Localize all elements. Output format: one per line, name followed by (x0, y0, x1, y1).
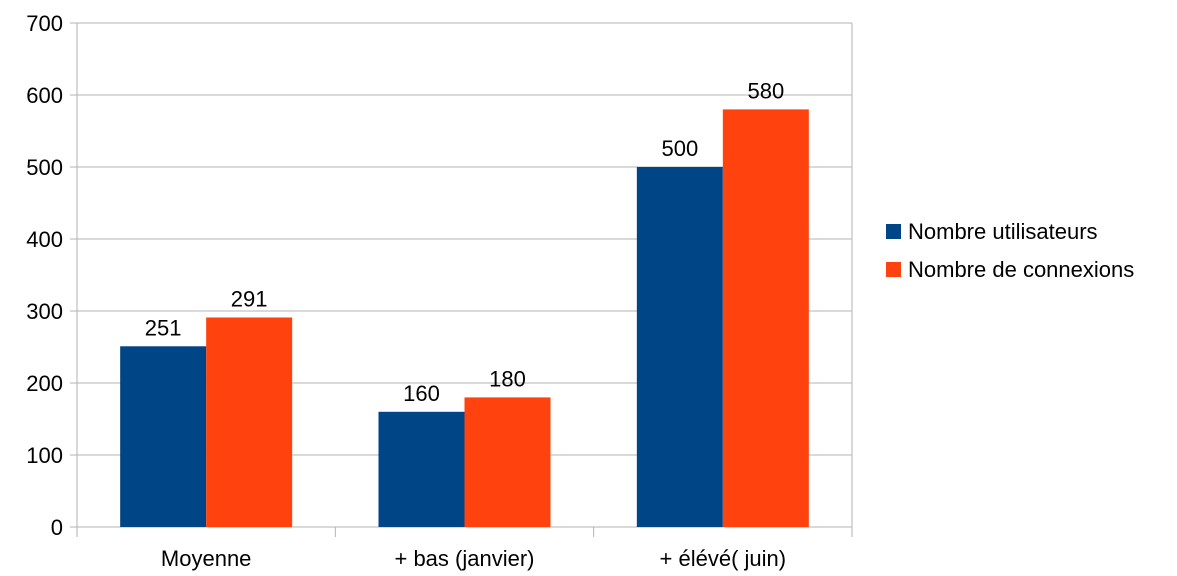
data-label: 291 (231, 286, 268, 311)
y-tick-label: 600 (26, 83, 63, 108)
data-label: 580 (747, 78, 784, 103)
bar-connections (206, 317, 293, 527)
bars (120, 109, 809, 528)
data-label: 500 (661, 136, 698, 161)
y-tick-label: 400 (26, 227, 63, 252)
data-labels: 251 291 160 180 500 580 (145, 78, 784, 405)
legend-label: Nombre utilisateurs (908, 219, 1098, 244)
y-tick-label: 500 (26, 155, 63, 180)
y-tick-label: 0 (51, 515, 63, 540)
legend: Nombre utilisateurs Nombre de connexions (886, 219, 1134, 282)
y-tick-label: 100 (26, 443, 63, 468)
bar-users (120, 346, 207, 527)
x-category-label: + bas (janvier) (394, 546, 534, 571)
legend-swatch (886, 262, 901, 277)
y-tick-label: 300 (26, 299, 63, 324)
bar-connections (722, 109, 809, 528)
y-tick-label: 700 (26, 11, 63, 36)
legend-swatch (886, 224, 901, 239)
x-category-label: + élévé( juin) (660, 546, 787, 571)
bar-users (378, 411, 465, 527)
legend-label: Nombre de connexions (908, 257, 1134, 282)
bar-users (636, 167, 723, 527)
bar-connections (464, 397, 551, 527)
data-label: 160 (403, 381, 440, 406)
data-label: 251 (145, 315, 182, 340)
data-label: 180 (489, 366, 526, 391)
axes: 0 100 200 300 400 500 600 700 Moyenne + bas (janv… (26, 11, 853, 571)
y-tick-label: 200 (26, 371, 63, 396)
x-category-label: Moyenne (161, 546, 252, 571)
